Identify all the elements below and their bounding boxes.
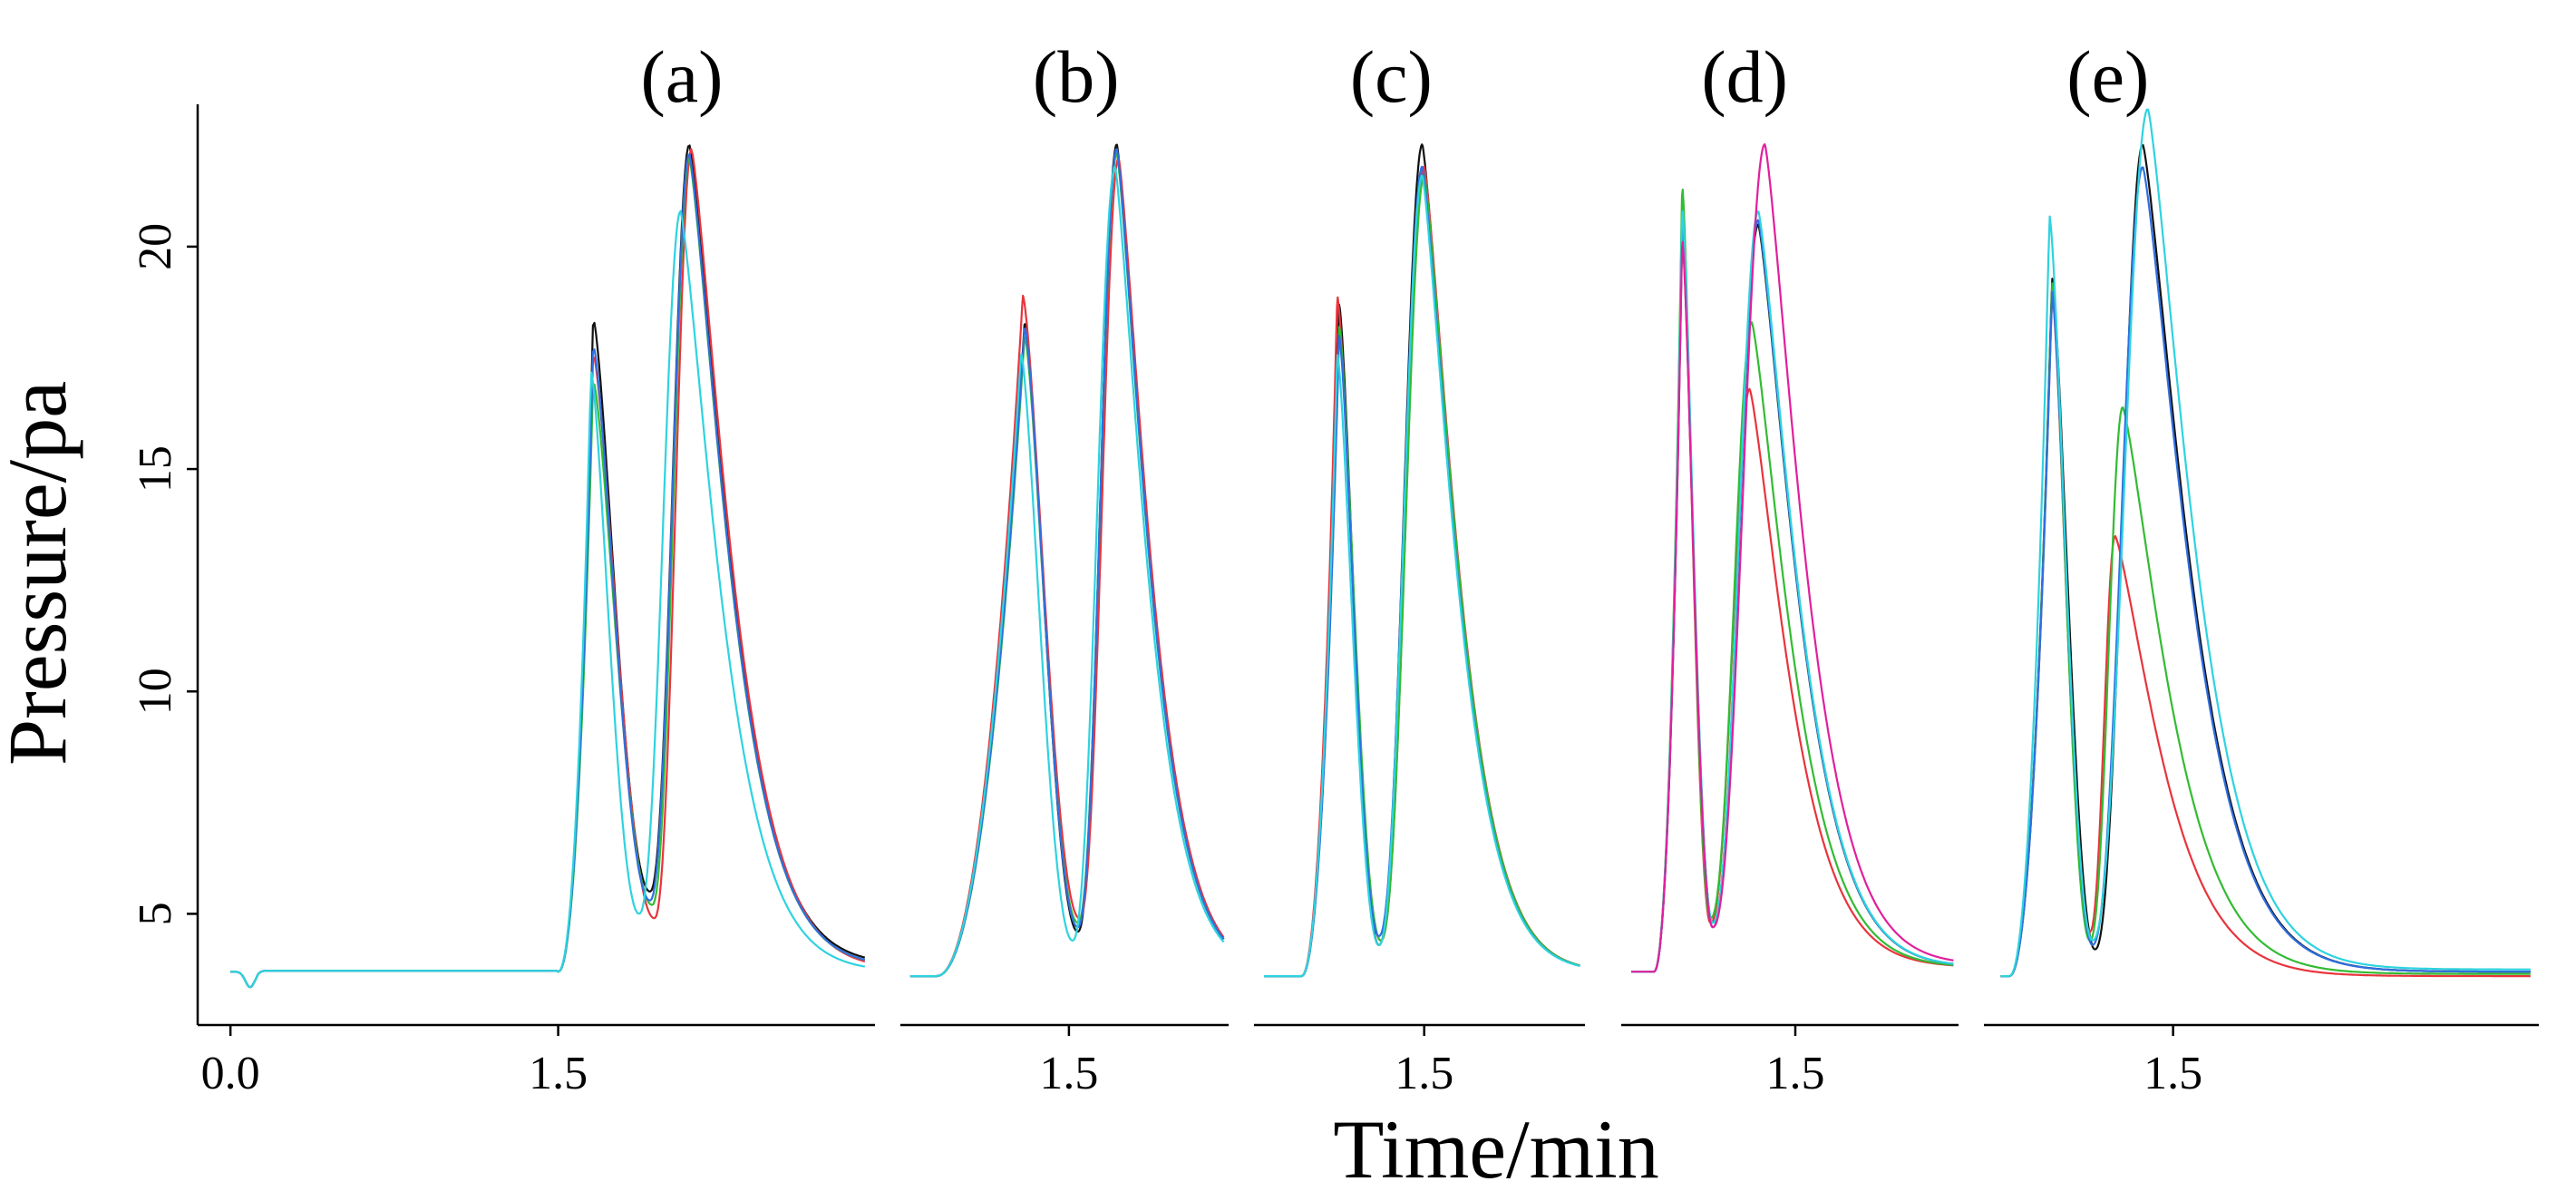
x-tick-label: 0.0 — [201, 1048, 260, 1099]
panel-b: 1.5 (b) — [900, 35, 1229, 1099]
series-line-red — [1263, 165, 1580, 978]
panel-label: (d) — [1701, 35, 1788, 118]
y-axis-title: Pressure/pa — [0, 381, 83, 766]
x-tick-label: 1.5 — [2143, 1048, 2202, 1099]
panel-a: 0.0 1.5 (a) — [198, 35, 875, 1099]
panel-label: (e) — [2066, 35, 2149, 118]
panel-c: 1.5 (c) — [1254, 35, 1585, 1099]
y-tick-label: 15 — [130, 445, 181, 493]
x-axis-title: Time/min — [1333, 1103, 1659, 1196]
series-line-black — [909, 143, 1225, 978]
series-line-cyan — [230, 210, 865, 989]
series-line-cyan — [2000, 108, 2531, 978]
series-line-cyan — [1263, 174, 1580, 978]
y-axis: 5 10 15 20 — [130, 104, 199, 1025]
series-line-magenta — [1630, 143, 1954, 973]
panel-label: (a) — [640, 35, 723, 118]
panel-label: (c) — [1350, 35, 1433, 118]
x-tick-label: 1.5 — [1766, 1048, 1825, 1099]
panel-d: 1.5 (d) — [1621, 35, 1959, 1099]
series-line-blue — [909, 148, 1225, 978]
series-line-green — [2000, 282, 2531, 978]
y-tick-label: 10 — [130, 668, 181, 715]
x-tick-label: 1.5 — [1395, 1048, 1453, 1099]
series-line-black — [1263, 143, 1580, 978]
chart-panels: 0.0 1.5 (a) 1.5 (b) 1.5 (c) 1.5 (d) 1.5 (e) — [198, 35, 2539, 1099]
series-line-red — [909, 156, 1225, 978]
panel-e: 1.5 (e) — [1984, 35, 2539, 1099]
series-line-green — [1263, 174, 1580, 978]
x-tick-label: 1.5 — [529, 1048, 588, 1099]
x-tick-label: 1.5 — [1039, 1048, 1098, 1099]
series-line-cyan — [1630, 210, 1954, 973]
series-line-blue — [1263, 165, 1580, 978]
y-tick-label: 20 — [130, 223, 181, 270]
y-tick-label: 5 — [130, 902, 181, 925]
panel-label: (b) — [1033, 35, 1120, 118]
series-line-green — [909, 152, 1225, 978]
series-line-blue — [2000, 166, 2531, 978]
series-line-cyan — [909, 165, 1225, 978]
